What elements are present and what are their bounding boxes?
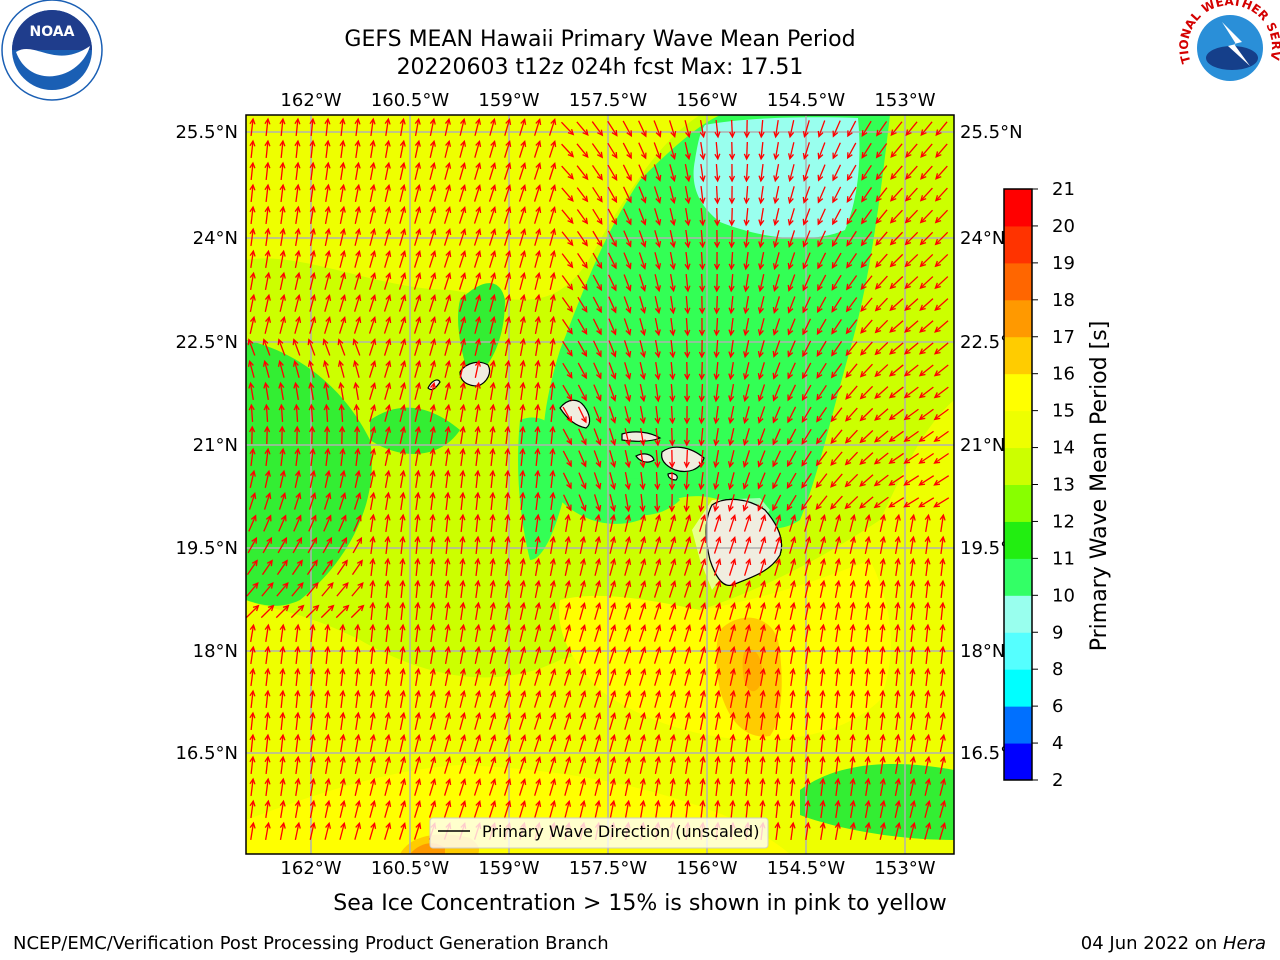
nws-logo-text: NATIONAL WEATHER SERVICE [0, 0, 1280, 65]
colorbar-swatch [1004, 632, 1032, 670]
lon-label-top: 160.5°W [371, 90, 450, 111]
colorbar-swatch [1004, 669, 1032, 707]
colorbar-swatch [1004, 299, 1032, 338]
colorbar-label: Primary Wave Mean Period [s] [1087, 321, 1112, 652]
lon-label-top: 153°W [874, 90, 935, 111]
colorbar-tick-label: 12 [1052, 511, 1075, 532]
colorbar-swatch [1004, 262, 1032, 301]
colorbar-swatch [1004, 706, 1032, 744]
lon-label-top: 157.5°W [569, 90, 648, 111]
colorbar-swatch [1004, 521, 1032, 559]
lat-label-left: 22.5°N [175, 332, 238, 353]
map-subtitle: 20220603 t12z 024h fcst Max: 17.51 [396, 55, 804, 80]
colorbar-swatch [1004, 558, 1032, 596]
map-frame [245, 114, 955, 855]
lat-label-left: 18°N [193, 641, 238, 662]
colorbar-swatch [1004, 447, 1032, 485]
colorbar-tick-label: 16 [1052, 364, 1075, 385]
lon-label-top: 156°W [676, 90, 737, 111]
lat-label-left: 25.5°N [175, 122, 238, 143]
colorbar-tick-label: 10 [1052, 585, 1075, 606]
colorbar-swatch [1004, 336, 1032, 375]
lon-label-bottom: 157.5°W [569, 858, 648, 879]
colorbar-tick-label: 20 [1052, 216, 1075, 237]
lat-label-left: 16.5°N [175, 743, 238, 764]
footer-date: 04 Jun 2022 on [1080, 933, 1223, 954]
lat-label-right: 25.5°N [960, 122, 1023, 143]
colorbar-tick-label: 17 [1052, 327, 1075, 348]
colorbar-swatch [1004, 595, 1032, 633]
colorbar-tick-label: 18 [1052, 290, 1075, 311]
colorbar-tick-label: 8 [1052, 659, 1063, 680]
colorbar-swatch [1004, 743, 1032, 781]
lon-label-top: 162°W [280, 90, 341, 111]
colorbar-swatch [1004, 225, 1032, 264]
wave-direction-arrows [246, 117, 950, 841]
colorbar-tick-label: 21 [1052, 179, 1075, 200]
noaa-logo: NOAA [1, 0, 103, 101]
colorbar-tick-label: 19 [1052, 253, 1075, 274]
colorbar-tick-label: 9 [1052, 622, 1063, 643]
colorbar: 2 4 6 8 9 10 11 12 13 14 15 16 17 18 19 20 21 [1003, 179, 1075, 791]
lon-label-bottom: 154.5°W [767, 858, 846, 879]
graticule [246, 115, 954, 854]
lat-label-left: 19.5°N [175, 538, 238, 559]
colorbar-swatch [1004, 410, 1032, 449]
footer-host: Hera [1222, 933, 1266, 954]
lat-label-right: 18°N [960, 641, 1005, 662]
map-title: GEFS MEAN Hawaii Primary Wave Mean Perio… [344, 27, 856, 52]
colorbar-swatch [1004, 484, 1032, 522]
colorbar-tick-label: 14 [1052, 438, 1075, 459]
lat-label-right: 24°N [960, 228, 1005, 249]
colorbar-tick-label: 15 [1052, 401, 1075, 422]
colorbar-swatch [1004, 189, 1032, 227]
sea-ice-caption: Sea Ice Concentration > 15% is shown in … [333, 891, 947, 916]
colorbar-tick-label: 6 [1052, 696, 1063, 717]
lon-label-top: 159°W [478, 90, 539, 111]
colorbar-tick-label: 13 [1052, 475, 1075, 496]
lon-label-top: 154.5°W [767, 90, 846, 111]
footer-left: NCEP/EMC/Verification Post Processing Pr… [13, 933, 609, 954]
lon-label-bottom: 153°W [874, 858, 935, 879]
colorbar-swatch [1004, 373, 1032, 412]
lon-label-bottom: 159°W [478, 858, 539, 879]
lat-label-left: 24°N [193, 228, 238, 249]
svg-text:NATIONAL WEATHER SERVICE: NATIONAL WEATHER SERVICE [0, 0, 1280, 65]
lon-label-bottom: 160.5°W [371, 858, 450, 879]
colorbar-tick-label: 4 [1052, 733, 1063, 754]
nws-logo: NATIONAL WEATHER SERVICE [0, 0, 1280, 95]
noaa-logo-text: NOAA [30, 24, 75, 40]
lat-label-right: 21°N [960, 435, 1005, 456]
lon-label-bottom: 156°W [676, 858, 737, 879]
map-legend: Primary Wave Direction (unscaled) [429, 817, 769, 849]
colorbar-tick-label: 11 [1052, 548, 1075, 569]
lon-label-bottom: 162°W [280, 858, 341, 879]
colorbar-tick-label: 2 [1052, 770, 1063, 791]
lat-label-left: 21°N [193, 435, 238, 456]
wave-period-field [246, 115, 954, 854]
legend-label: Primary Wave Direction (unscaled) [482, 822, 759, 841]
footer-right: 04 Jun 2022 on Hera [1081, 933, 1266, 954]
